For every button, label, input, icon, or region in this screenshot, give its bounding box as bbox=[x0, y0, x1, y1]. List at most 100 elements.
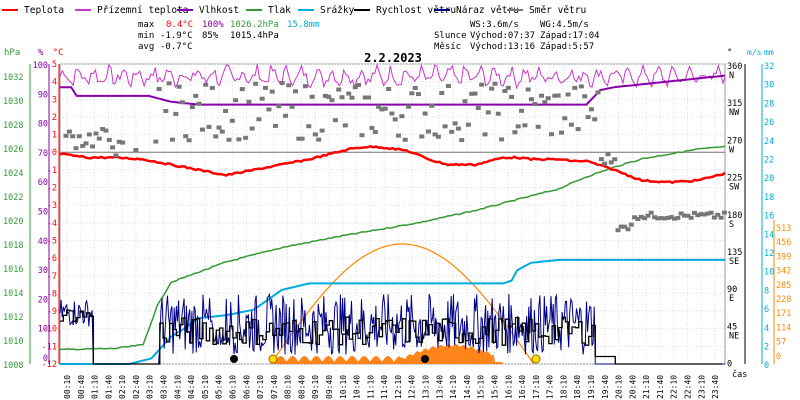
wind-direction-point bbox=[505, 85, 511, 90]
wind-direction-point bbox=[452, 121, 458, 126]
wind-direction-point bbox=[376, 104, 382, 109]
wind-direction-point bbox=[392, 117, 398, 122]
axis-time-tick: 05:10 bbox=[201, 375, 210, 399]
axis-time-tick: 18:10 bbox=[559, 375, 568, 399]
wind-direction-point bbox=[685, 213, 691, 218]
wind-direction-point bbox=[249, 126, 255, 131]
wind-direction-point bbox=[472, 91, 478, 96]
axis-time-tick: 08:10 bbox=[284, 375, 293, 399]
axis-ms-tick: 28 bbox=[764, 99, 774, 109]
axis-hpa-title: hPa bbox=[4, 48, 20, 58]
axis-dir-deg: 360 bbox=[727, 62, 742, 72]
sun-radiation-fill bbox=[273, 344, 504, 364]
wind-direction-point bbox=[695, 213, 701, 218]
wind-direction-point bbox=[432, 132, 438, 137]
wind-direction-point bbox=[233, 98, 239, 103]
axis-time-tick: 15:10 bbox=[477, 375, 486, 399]
wind-direction-point bbox=[206, 124, 212, 129]
wind-direction-point bbox=[402, 137, 408, 142]
wind-direction-point bbox=[422, 111, 428, 116]
wind-direction-point bbox=[279, 81, 285, 85]
axis-time-tick: 08:40 bbox=[297, 375, 306, 399]
wind-direction-point bbox=[346, 91, 352, 96]
wind-direction-point bbox=[545, 96, 551, 101]
wind-direction-point bbox=[169, 137, 175, 142]
wind-direction-point bbox=[352, 85, 358, 90]
wind-direction-point bbox=[665, 215, 671, 220]
wind-direction-point bbox=[179, 100, 185, 105]
wind-direction-point bbox=[522, 123, 528, 128]
wind-direction-point bbox=[489, 86, 495, 91]
sun-arc bbox=[270, 243, 535, 365]
wind-direction-point bbox=[166, 81, 172, 86]
wind-direction-point bbox=[183, 134, 189, 139]
wind-direction-point bbox=[718, 215, 724, 220]
wind-direction-point bbox=[602, 161, 608, 166]
axis-ms-tick: 12 bbox=[764, 249, 774, 259]
axis-ms-tick: 0 bbox=[764, 361, 769, 371]
stat-sun-set: Západ:17:04 bbox=[540, 31, 600, 41]
axis-ms-tick: 32 bbox=[764, 62, 774, 72]
wind-direction-point bbox=[682, 213, 687, 218]
axis-time-tick: 20:40 bbox=[628, 375, 637, 399]
wind-direction-point bbox=[306, 124, 312, 129]
wind-direction-point bbox=[309, 94, 315, 99]
wind-direction-point bbox=[96, 136, 102, 141]
axis-time-tick: 12:40 bbox=[408, 375, 417, 399]
wind-direction-point bbox=[445, 84, 451, 88]
axis-temp-tick: -3 bbox=[47, 201, 57, 211]
stat-min-press: 1015.4hPa bbox=[230, 31, 279, 41]
axis-mm-tick: 456 bbox=[776, 238, 791, 248]
wind-direction-point bbox=[492, 81, 498, 86]
wind-direction-point bbox=[366, 95, 372, 100]
wind-direction-point bbox=[575, 127, 581, 132]
axis-pct-tick: 30 bbox=[38, 266, 48, 276]
wind-direction-point bbox=[93, 131, 99, 136]
wind-direction-point bbox=[70, 134, 76, 139]
axis-ms-tick: 6 bbox=[764, 305, 769, 315]
axis-time-tick: 02:10 bbox=[118, 375, 127, 399]
wind-direction-point bbox=[113, 153, 119, 158]
axis-time-tick: 06:10 bbox=[228, 375, 237, 399]
chart-title: 2.2.2023 bbox=[364, 51, 422, 65]
wind-direction-point bbox=[406, 104, 411, 109]
axis-deg-title: ° bbox=[727, 48, 732, 58]
wind-direction-point bbox=[565, 92, 571, 97]
wind-direction-point bbox=[73, 146, 79, 151]
wind-direction-point bbox=[412, 86, 418, 90]
wind-direction-point bbox=[83, 141, 89, 146]
stat-max-hum: 100% bbox=[202, 20, 224, 30]
wind-direction-point bbox=[475, 106, 481, 110]
axis-dir-label: SE bbox=[729, 257, 739, 267]
wind-direction-point bbox=[286, 83, 292, 88]
wind-direction-point bbox=[529, 97, 534, 102]
wind-direction-point bbox=[416, 92, 421, 97]
axis-dir-label: N bbox=[729, 71, 734, 81]
axis-mm-tick: 285 bbox=[776, 281, 791, 291]
wind-direction-point bbox=[622, 224, 628, 229]
wind-direction-point bbox=[276, 104, 282, 109]
wind-direction-point bbox=[652, 215, 658, 220]
axis-time-tick: 07:40 bbox=[270, 375, 279, 399]
wind-direction-point bbox=[389, 111, 395, 116]
axis-pct-tick: 0 bbox=[43, 354, 48, 364]
wind-direction-point bbox=[299, 136, 305, 141]
series-rain bbox=[60, 258, 725, 365]
wind-direction-point bbox=[632, 215, 638, 220]
wind-direction-point bbox=[429, 103, 435, 108]
axis-time-tick: 04:40 bbox=[187, 375, 196, 399]
axis-hpa-tick: 1026 bbox=[3, 145, 23, 155]
wind-direction-point bbox=[329, 98, 335, 103]
wind-direction-point bbox=[209, 85, 215, 90]
series-pressure bbox=[59, 145, 726, 351]
wind-direction-point bbox=[219, 129, 225, 134]
axis-time-tick: 19:10 bbox=[587, 375, 596, 399]
wind-direction-point bbox=[455, 126, 461, 131]
axis-pct-tick: 70 bbox=[38, 149, 48, 159]
wind-direction-point bbox=[585, 115, 591, 120]
axis-mm-title: mm bbox=[764, 48, 774, 57]
axis-time-tick: 13:40 bbox=[435, 375, 444, 399]
legend-label-3: Tlak bbox=[268, 5, 291, 16]
axis-ms-tick: 30 bbox=[764, 81, 774, 91]
